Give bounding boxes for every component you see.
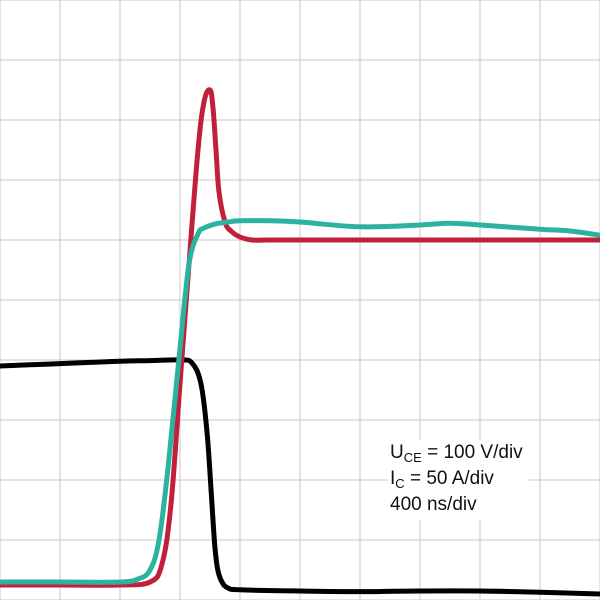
legend-uce-symbol: U xyxy=(390,442,404,463)
legend-ic-subscript: C xyxy=(395,476,405,491)
legend-uce-scale: UCE = 100 V/div xyxy=(390,440,523,466)
legend-ic-value: = 50 A/div xyxy=(404,468,494,489)
trace-uce xyxy=(0,357,600,597)
legend-uce-value: = 100 V/div xyxy=(421,442,523,463)
legend-ic-scale: IC = 50 A/div xyxy=(390,466,523,492)
waveform-traces xyxy=(0,87,600,597)
legend-uce-subscript: CE xyxy=(403,450,422,465)
legend-time-scale: 400 ns/div xyxy=(390,494,477,515)
scale-legend: UCE = 100 V/div IC = 50 A/div 400 ns/div xyxy=(388,440,529,520)
trace-vge xyxy=(0,218,600,585)
legend-ic-symbol: I xyxy=(390,468,396,489)
trace-ic xyxy=(0,87,600,588)
